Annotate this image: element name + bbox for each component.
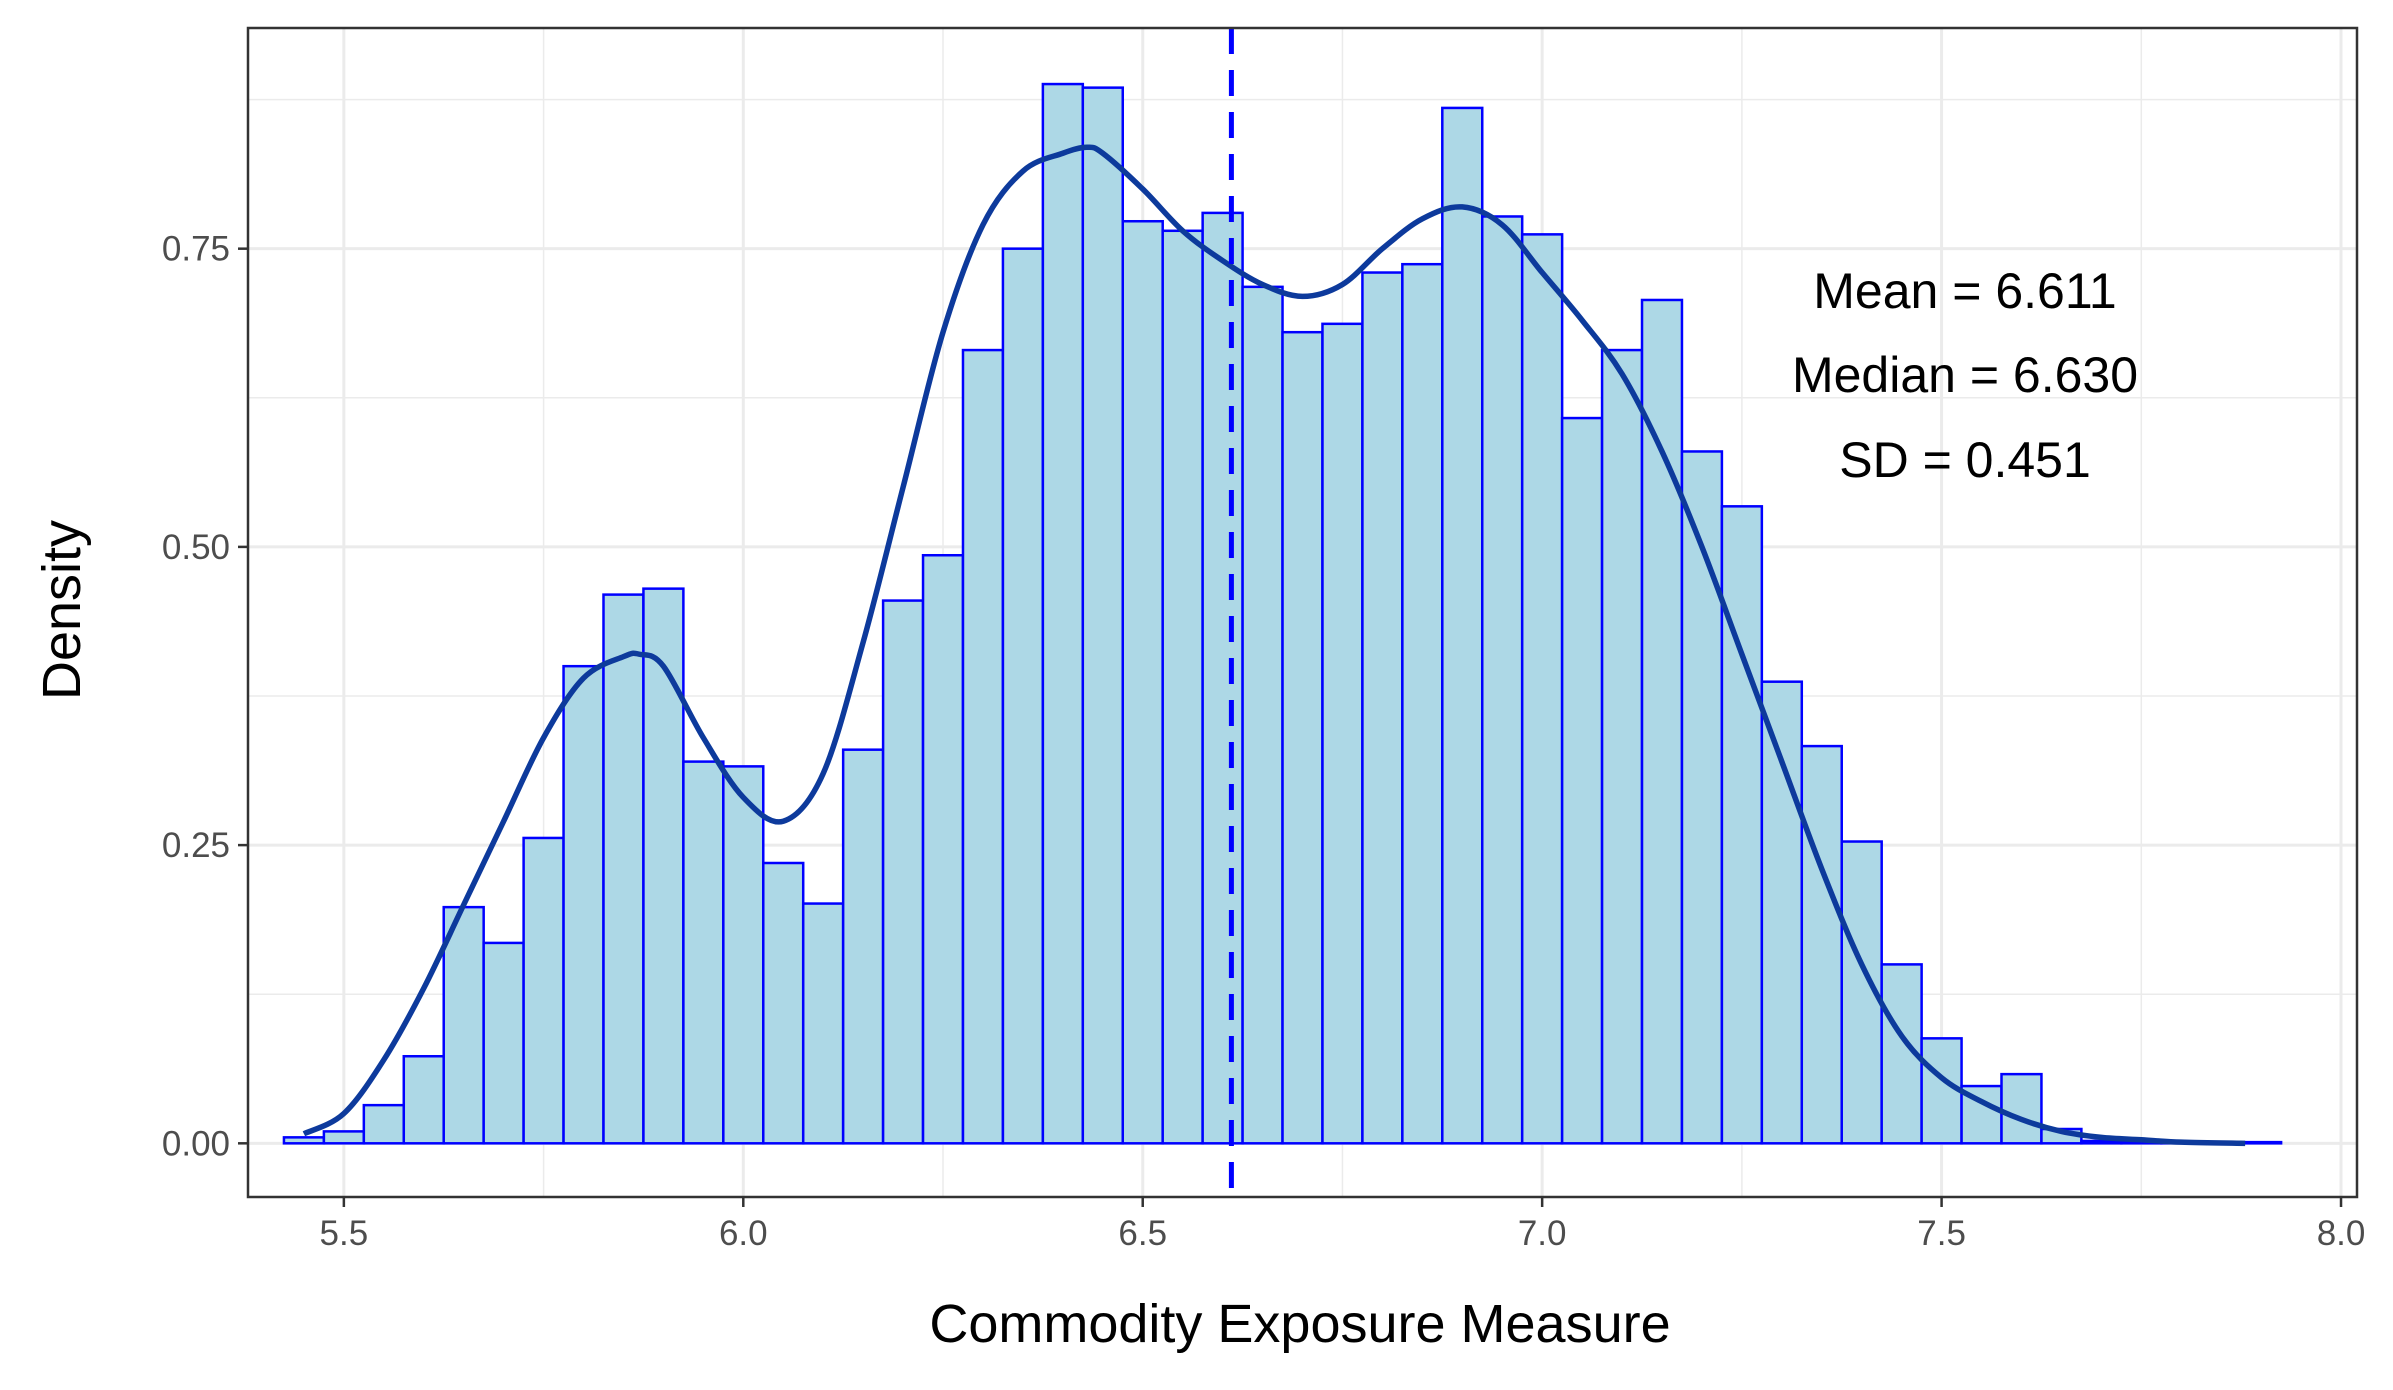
x-tick-label: 5.5 [320,1214,369,1253]
histogram-bar [1800,744,1843,1145]
histogram-bar [1121,219,1164,1145]
histogram-bar [801,902,845,1145]
histogram-bar [1241,285,1284,1145]
y-tick-label: 0.00 [162,1124,230,1163]
histogram-bar [961,348,1005,1145]
histogram-bar [522,836,565,1145]
y-tick-label: 0.50 [162,528,230,567]
histogram-bar [362,1103,406,1145]
histogram-bar [1480,215,1524,1145]
histogram-bars [282,82,2283,1145]
histogram-bar [881,599,925,1145]
histogram-bar [1680,450,1724,1145]
mean-annotation: Mean = 6.611 [1813,263,2116,319]
sd-annotation: SD = 0.451 [1839,432,2091,488]
y-axis-title: Density [32,520,92,700]
axis-ticks: 5.5 6.0 6.5 7.0 7.5 8.0 0.00 0.25 0.50 0.75 [162,230,2365,1253]
histogram-bar [762,861,805,1145]
histogram-bar [1081,86,1125,1145]
histogram-bar [402,1054,445,1145]
median-annotation: Median = 6.630 [1792,347,2138,403]
histogram-bar [1401,262,1444,1145]
histogram-bar [1001,247,1045,1145]
density-curve-layer [302,144,2246,1147]
x-tick-label: 7.5 [1917,1214,1966,1253]
histogram-bar [1920,1037,1963,1145]
histogram-bar [1441,106,1484,1145]
histogram-bar [282,1136,326,1145]
histogram-bar [562,664,605,1145]
histogram-bar [2239,1140,2283,1145]
histogram-bar [322,1130,366,1145]
x-axis-title: Commodity Exposure Measure [929,1294,1670,1354]
histogram-bar [642,587,685,1145]
histogram-bar [1840,840,1883,1145]
histogram-bar [1281,330,1324,1145]
histogram-bar [1321,322,1364,1145]
histogram-bar [1520,233,1564,1145]
histogram-bar [682,760,725,1145]
histogram-bar [1760,680,1804,1145]
histogram-bar [1720,505,1764,1145]
y-tick-label: 0.25 [162,826,230,865]
histogram-bar [921,553,965,1145]
histogram-bar [2000,1072,2043,1145]
histogram-bar [1361,271,1404,1145]
histogram-bar [1560,416,1604,1145]
density-curve [302,144,2246,1147]
histogram-bar [482,941,525,1145]
histogram-bar [1640,298,1684,1145]
x-tick-label: 6.5 [1118,1214,1167,1253]
histogram-bar [2080,1139,2123,1145]
histogram-bar [442,905,485,1145]
x-tick-label: 6.0 [719,1214,768,1253]
histogram-bar [1161,229,1204,1145]
histogram-bar [722,765,765,1145]
histogram-bar [841,748,885,1145]
plot-panel-border [246,26,2359,1199]
histogram-bar [602,593,645,1145]
stat-annotations: Mean = 6.611 Median = 6.630 SD = 0.451 [1792,263,2138,488]
histogram-bar [1041,82,1085,1145]
x-tick-label: 7.0 [1518,1214,1567,1253]
histogram-bar [1600,348,1644,1145]
x-tick-label: 8.0 [2317,1214,2366,1253]
histogram-bar [1201,211,1244,1145]
y-tick-label: 0.75 [162,230,230,269]
